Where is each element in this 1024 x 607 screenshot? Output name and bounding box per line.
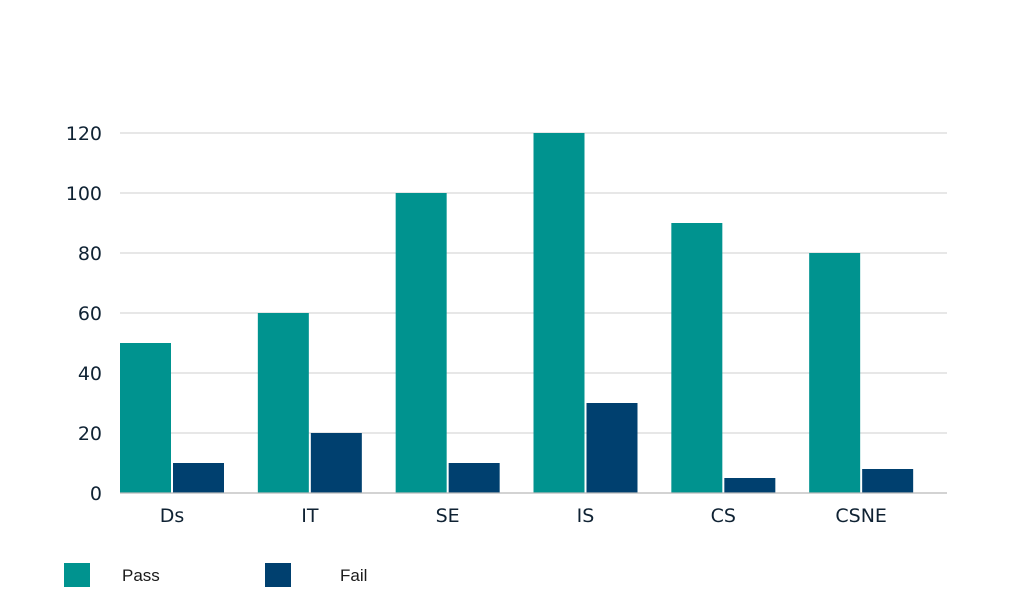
bar-pass-is — [533, 133, 585, 493]
bar-pass-csne — [809, 253, 861, 493]
bar-pass-ds — [120, 343, 171, 493]
legend-swatch-fail — [265, 563, 291, 587]
bar-pass-se — [395, 193, 447, 493]
bar-pass-cs — [671, 223, 723, 493]
y-tick-label: 100 — [66, 183, 102, 205]
x-category-label: CS — [711, 505, 736, 527]
bar-fail-is — [586, 403, 638, 493]
x-category-label: SE — [436, 505, 460, 527]
bar-fail-cs — [724, 478, 776, 493]
y-tick-label: 80 — [78, 243, 102, 265]
y-tick-label: 120 — [66, 123, 102, 145]
x-category-label: Ds — [160, 505, 185, 527]
y-tick-label: 40 — [78, 363, 102, 385]
bar-fail-se — [448, 463, 500, 493]
legend-label-fail: Fail — [340, 566, 367, 585]
bar-fail-it — [310, 433, 362, 493]
bar-fail-ds — [173, 463, 224, 493]
x-category-label: CSNE — [835, 505, 887, 527]
y-axis-ticks: 0 20 40 60 80 100 120 — [66, 123, 102, 505]
x-axis-categories: Ds IT SE IS CS CSNE — [160, 505, 887, 527]
legend-label-pass: Pass — [122, 566, 160, 585]
bars — [120, 133, 914, 493]
y-tick-label: 60 — [78, 303, 102, 325]
y-tick-label: 0 — [90, 483, 102, 505]
x-category-label: IS — [577, 505, 595, 527]
bar-fail-csne — [862, 469, 914, 493]
bar-pass-it — [257, 313, 309, 493]
legend-swatch-pass — [64, 563, 90, 587]
x-category-label: IT — [301, 505, 319, 527]
legend: Pass Fail — [64, 563, 367, 587]
y-tick-label: 20 — [78, 423, 102, 445]
